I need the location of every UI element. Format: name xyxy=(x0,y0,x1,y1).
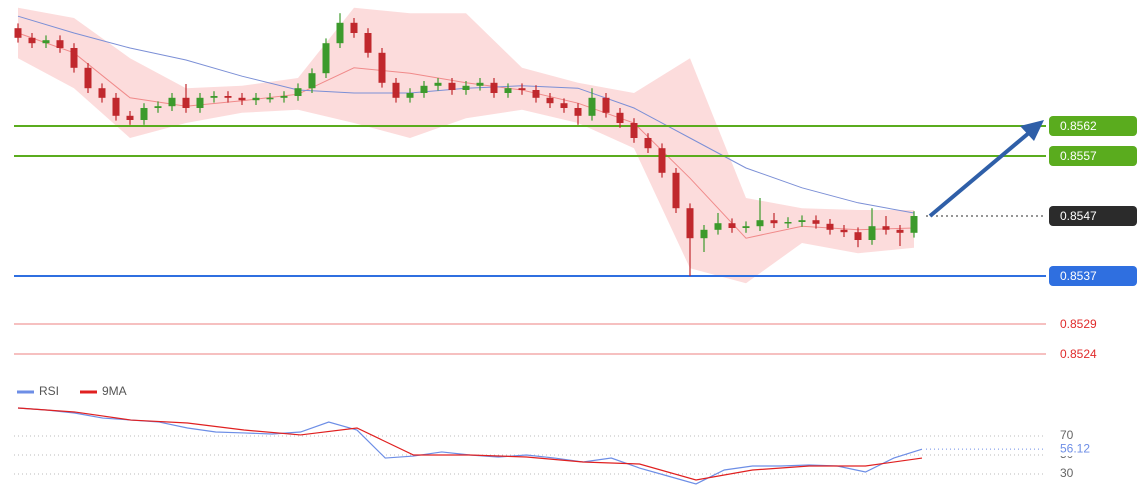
candle-body xyxy=(518,88,526,90)
candle-body xyxy=(602,97,610,113)
candle-body xyxy=(196,97,204,108)
candle-body xyxy=(322,43,330,74)
candle-body xyxy=(644,138,652,149)
candle-body xyxy=(224,96,232,98)
candle-body xyxy=(294,88,302,96)
level-label: 0.8562 xyxy=(1060,119,1097,133)
candle-body xyxy=(896,229,904,233)
candle-body xyxy=(462,85,470,90)
legend-label: RSI xyxy=(39,384,59,398)
candle-body xyxy=(770,220,778,224)
candle-body xyxy=(476,82,484,86)
level-label: 0.8537 xyxy=(1060,269,1097,283)
candle-body xyxy=(238,97,246,101)
candle-body xyxy=(826,223,834,230)
candle-body xyxy=(574,108,582,116)
candle-body xyxy=(910,216,918,233)
candle-body xyxy=(210,96,218,98)
candle-body xyxy=(126,115,134,120)
candle-body xyxy=(406,93,414,98)
candle-body xyxy=(490,82,498,93)
forecast-arrow xyxy=(928,120,1044,218)
candle-body xyxy=(812,220,820,224)
candle-body xyxy=(140,108,148,120)
candle-body xyxy=(392,82,400,98)
candle-body xyxy=(168,97,176,107)
candle-body xyxy=(560,103,568,108)
candle-body xyxy=(182,97,190,108)
candle-body xyxy=(616,112,624,123)
candle-body xyxy=(378,52,386,83)
candle-body xyxy=(658,148,666,173)
candle-body xyxy=(42,40,50,44)
candle-body xyxy=(784,222,792,224)
candle-body xyxy=(714,223,722,230)
last-value-bg xyxy=(1056,442,1098,457)
candle-body xyxy=(448,82,456,90)
candle-body xyxy=(98,88,106,98)
series-line xyxy=(17,407,923,481)
candle-body xyxy=(84,67,92,89)
candle-body xyxy=(14,28,22,38)
candle-body xyxy=(798,220,806,222)
candle-body xyxy=(700,229,708,239)
candle-body xyxy=(336,22,344,44)
candle-body xyxy=(756,220,764,227)
candle-body xyxy=(840,229,848,233)
candle-body xyxy=(854,232,862,240)
candle-body xyxy=(252,97,260,101)
candle-body xyxy=(882,226,890,230)
candle-body xyxy=(672,172,680,209)
candle-body xyxy=(588,97,596,116)
candle-body xyxy=(154,106,162,108)
level-badge xyxy=(1049,206,1137,226)
candle-body xyxy=(112,97,120,116)
candle-body xyxy=(742,226,750,228)
candle-body xyxy=(728,223,736,228)
legend-label: 9MA xyxy=(102,384,127,398)
level-label: 0.8557 xyxy=(1060,149,1097,163)
candle-body xyxy=(532,90,540,98)
arrow-shaft xyxy=(928,130,1032,218)
candle-body xyxy=(70,48,78,68)
candle-body xyxy=(686,208,694,239)
candle-body xyxy=(308,73,316,89)
y-tick-label: 30 xyxy=(1060,466,1074,480)
candle-body xyxy=(868,226,876,240)
level-label: 0.8529 xyxy=(1060,317,1097,331)
candle-body xyxy=(280,96,288,98)
candle-body xyxy=(546,97,554,104)
y-tick-label: 70 xyxy=(1060,428,1074,442)
candle-body xyxy=(56,40,64,48)
candle-body xyxy=(434,82,442,86)
candle-body xyxy=(364,33,372,53)
last-value-label: 56.12 xyxy=(1060,441,1090,455)
candle-body xyxy=(630,123,638,138)
level-badge xyxy=(1049,116,1137,136)
candle-body xyxy=(28,37,36,44)
candle-body xyxy=(266,97,274,100)
candle-body xyxy=(504,88,512,93)
level-badge xyxy=(1049,146,1137,166)
level-badge xyxy=(1049,266,1137,286)
level-label: 0.8524 xyxy=(1060,347,1097,361)
level-label: 0.8547 xyxy=(1060,209,1097,223)
candle-body xyxy=(350,22,358,33)
arrow-head xyxy=(1020,120,1044,141)
candle-body xyxy=(420,85,428,93)
